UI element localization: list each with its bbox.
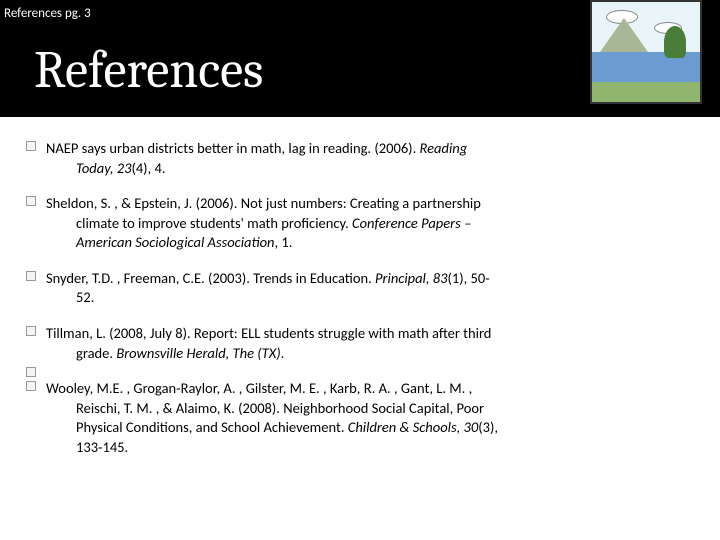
references-list: NAEP says urban districts better in math… <box>0 117 720 483</box>
checkbox-bullet-icon <box>26 367 36 377</box>
checkbox-bullet-icon <box>26 271 36 281</box>
reference-item: Snyder, T.D. , Freeman, C.E. (2003). Tre… <box>26 269 694 308</box>
page-title: References <box>34 40 263 100</box>
reference-item: NAEP says urban districts better in math… <box>26 139 694 178</box>
reference-continuation: grade. Brownsville Herald, The (TX). <box>46 344 694 364</box>
reference-continuation: climate to improve students' math profic… <box>46 214 694 234</box>
reference-continuation: 133-145. <box>46 438 694 458</box>
checkbox-bullet-icon <box>26 326 36 336</box>
reference-item: Tillman, L. (2008, July 8). Report: ELL … <box>26 324 694 363</box>
reference-continuation: Today, 23(4), 4. <box>46 159 694 179</box>
empty-bullet-item <box>26 365 694 377</box>
page-label: References pg. 3 <box>4 6 91 21</box>
reference-text: Sheldon, S. , & Epstein, J. (2006). Not … <box>46 194 694 214</box>
landscape-icon <box>590 0 702 104</box>
checkbox-bullet-icon <box>26 141 36 151</box>
reference-continuation: 52. <box>46 288 694 308</box>
reference-item: Wooley, M.E. , Grogan-Raylor, A. , Gilst… <box>26 379 694 457</box>
reference-text: Wooley, M.E. , Grogan-Raylor, A. , Gilst… <box>46 379 694 399</box>
checkbox-bullet-icon <box>26 196 36 206</box>
checkbox-bullet-icon <box>26 381 36 391</box>
reference-text: Tillman, L. (2008, July 8). Report: ELL … <box>46 324 694 344</box>
reference-item: Sheldon, S. , & Epstein, J. (2006). Not … <box>26 194 694 253</box>
reference-text: NAEP says urban districts better in math… <box>46 139 694 159</box>
reference-continuation: Physical Conditions, and School Achievem… <box>46 418 694 438</box>
reference-continuation: Reischi, T. M. , & Alaimo, K. (2008). Ne… <box>46 399 694 419</box>
slide-header: References pg. 3 References <box>0 0 720 117</box>
reference-continuation: American Sociological Association, 1. <box>46 233 694 253</box>
reference-text: Snyder, T.D. , Freeman, C.E. (2003). Tre… <box>46 269 694 289</box>
